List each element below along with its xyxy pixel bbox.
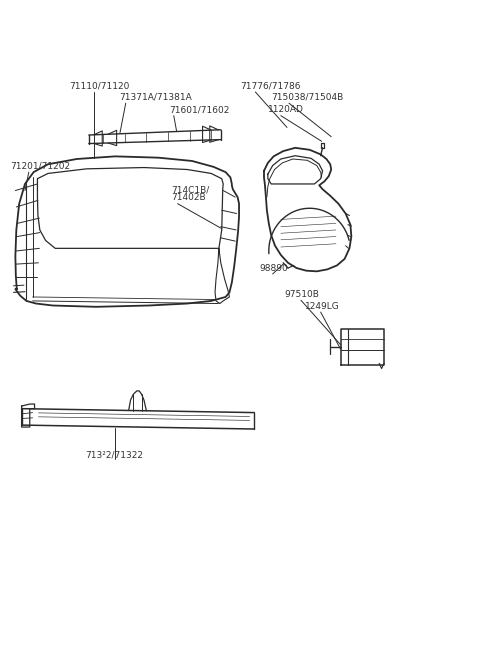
Text: 1120AD: 1120AD <box>268 105 304 114</box>
Text: 71402B: 71402B <box>171 193 205 202</box>
Text: 713²2/71322: 713²2/71322 <box>85 451 144 460</box>
Text: 71601/71602: 71601/71602 <box>169 105 229 114</box>
Text: 1249LG: 1249LG <box>305 302 340 311</box>
Text: 97510B: 97510B <box>285 290 320 299</box>
Text: 71201/71202: 71201/71202 <box>11 162 71 171</box>
Text: 98890: 98890 <box>259 264 288 273</box>
Text: 71371A/71381A: 71371A/71381A <box>119 93 192 102</box>
Text: 715038/71504B: 715038/71504B <box>271 93 344 102</box>
Text: 71110/71120: 71110/71120 <box>70 81 130 91</box>
Text: 71776/71786: 71776/71786 <box>240 81 300 91</box>
Text: 714C1B/: 714C1B/ <box>171 185 209 194</box>
